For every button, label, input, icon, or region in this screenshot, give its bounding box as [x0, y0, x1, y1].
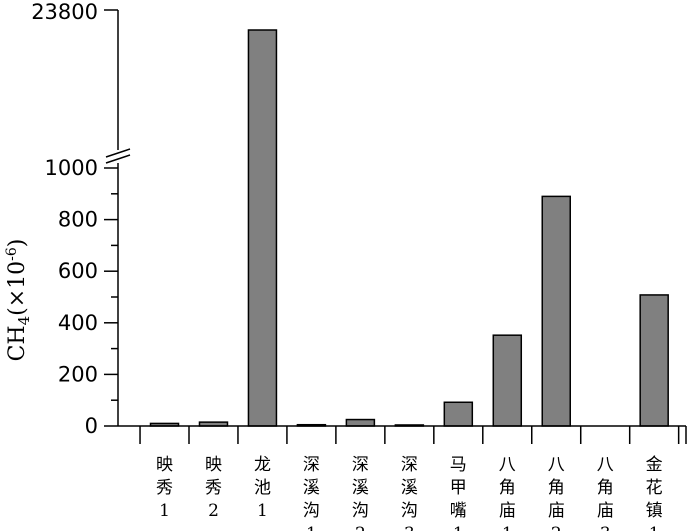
- x-category-label: 深溪沟2: [352, 455, 369, 531]
- y-tick-label: 200: [58, 362, 98, 386]
- bar-3: [247, 29, 278, 427]
- bar-9: [541, 195, 571, 427]
- bar-5: [345, 418, 376, 427]
- x-category-label: 八角庙1: [499, 455, 516, 531]
- x-category-label: 八角庙2: [548, 455, 565, 531]
- bar-8: [492, 334, 523, 427]
- x-category-label: 映秀 2: [205, 455, 222, 521]
- y-tick-label: 600: [58, 259, 98, 283]
- y-tick-label-upper: 23800: [31, 0, 98, 24]
- y-tick-label: 800: [58, 208, 98, 232]
- x-category-label: 深溪沟1: [303, 455, 320, 531]
- y-tick-label: 0: [85, 414, 98, 438]
- bar-11: [639, 294, 669, 427]
- bar-7: [443, 401, 474, 427]
- x-category-label: 龙池 1: [254, 455, 271, 521]
- y-axis-title: CH4(×10-6): [4, 239, 33, 362]
- x-category-label: 映秀 1: [156, 455, 173, 521]
- x-category-label: 深溪沟3: [401, 455, 418, 531]
- x-category-label: 八角庙3: [597, 455, 614, 531]
- axis-break-mark: [105, 154, 131, 164]
- x-category-label: 金花镇1: [646, 455, 663, 531]
- y-tick-label: 400: [58, 311, 98, 335]
- axis-break-mark: [105, 148, 131, 158]
- y-tick-label: 1000: [45, 156, 98, 180]
- x-category-label: 马甲嘴1: [450, 455, 467, 531]
